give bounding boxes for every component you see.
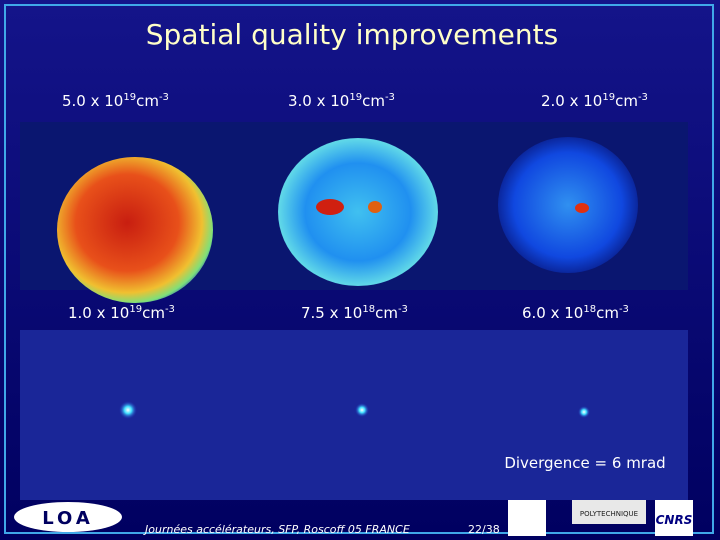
logo-text: POLYTECHNIQUE	[580, 510, 638, 518]
label-part: cm	[362, 92, 385, 110]
focal-spot	[355, 403, 369, 417]
label-part: -3	[165, 304, 175, 315]
label-part: 18	[583, 304, 596, 315]
footer-text: Journées accélérateurs, SFP, Roscoff 05 …	[143, 523, 410, 536]
label-part: cm	[136, 92, 159, 110]
logo: LOA	[42, 508, 94, 529]
page-number: 22/38	[468, 523, 500, 536]
focal-spot	[119, 401, 137, 419]
label-part: -3	[638, 92, 648, 103]
label-part: 19	[602, 92, 615, 103]
focal-spot	[578, 406, 590, 418]
label-part: -3	[619, 304, 629, 315]
logo-box	[572, 500, 646, 524]
label-part: -3	[385, 92, 395, 103]
logo-ensta	[508, 500, 546, 536]
logo-text: CNRS	[656, 513, 693, 527]
label-part: cm	[615, 92, 638, 110]
beam-profile	[57, 157, 213, 303]
label-part: 18	[362, 304, 375, 315]
label-part: 7.5 x 10	[301, 304, 362, 322]
label-part: 19	[129, 304, 142, 315]
beam-profile	[278, 138, 438, 286]
label-part: 19	[123, 92, 136, 103]
label-part: 5.0 x 10	[62, 92, 123, 110]
density-label: 6.0 x 1018cm-3	[522, 304, 629, 322]
logo-oval	[14, 502, 122, 532]
border	[4, 4, 714, 534]
label-part: 3.0 x 10	[288, 92, 349, 110]
label-part: 19	[349, 92, 362, 103]
label-part: 1.0 x 10	[68, 304, 129, 322]
label-part: cm	[142, 304, 165, 322]
label-part: cm	[596, 304, 619, 322]
label-part: -3	[398, 304, 408, 315]
hot-spot	[575, 203, 589, 213]
logo-box	[655, 500, 693, 536]
label-part: -3	[159, 92, 169, 103]
hot-spot	[368, 201, 382, 213]
beam-profile	[498, 137, 638, 273]
label-part: 2.0 x 10	[541, 92, 602, 110]
hot-spot	[316, 199, 344, 215]
density-label: 2.0 x 1019cm-3	[541, 92, 648, 110]
title: Spatial quality improvements	[146, 18, 558, 51]
labels: 5.0 x 1019cm-3 3.0 x 1019cm-3 2.0 x 1019cm…	[62, 92, 648, 322]
label-part: 6.0 x 10	[522, 304, 583, 322]
density-label: 3.0 x 1019cm-3	[288, 92, 395, 110]
density-label: 1.0 x 1019cm-3	[68, 304, 175, 322]
density-label: 7.5 x 1018cm-3	[301, 304, 408, 322]
label-part: cm	[375, 304, 398, 322]
density-label: 5.0 x 1019cm-3	[62, 92, 169, 110]
annotation: Divergence = 6 mrad	[504, 454, 665, 472]
